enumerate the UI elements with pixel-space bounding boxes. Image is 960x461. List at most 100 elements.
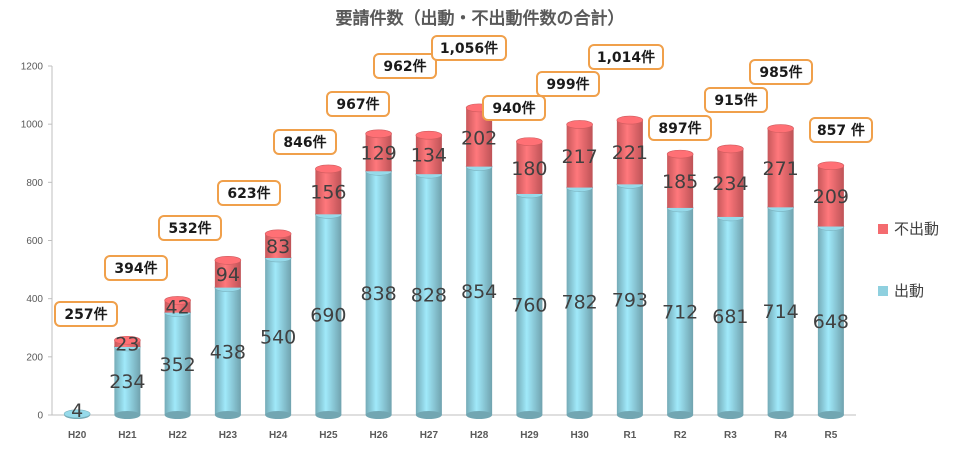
callout-label: 257件	[64, 306, 107, 323]
x-tick-label: R3	[724, 430, 737, 441]
bar-base	[415, 411, 442, 419]
segment-label-no-dispatch: 217	[561, 146, 597, 168]
bar-base	[817, 411, 844, 419]
total-callout: 257件	[54, 301, 118, 327]
x-tick-label: R1	[623, 430, 636, 441]
callout-label: 846件	[283, 134, 326, 151]
bar-segment-no-dispatch	[114, 335, 141, 347]
segment-label-no-dispatch: 129	[360, 143, 396, 165]
bar-body	[767, 207, 794, 415]
bar-segment-no-dispatch	[315, 164, 342, 215]
segment-label-dispatch: 648	[813, 311, 849, 333]
bar-base	[717, 411, 744, 419]
bar-segment-no-dispatch	[616, 115, 644, 185]
segment-label-dispatch: 854	[461, 281, 497, 303]
segment-label-dispatch: 782	[561, 291, 597, 313]
bar-top	[365, 129, 392, 139]
callout-label: 394件	[114, 260, 157, 277]
bar-base	[114, 411, 141, 419]
bar-segment-dispatch	[63, 409, 91, 419]
total-callout: 999件	[536, 71, 600, 97]
callout-box	[431, 35, 507, 61]
bar-base	[315, 411, 342, 419]
x-tick-label: H21	[118, 430, 137, 441]
bar-body	[516, 141, 543, 194]
segment-label-no-dispatch: 156	[310, 182, 346, 204]
x-tick-label: R2	[674, 430, 687, 441]
bar-body	[214, 260, 241, 288]
bar-top	[566, 120, 593, 129]
total-callout: 623件	[217, 180, 281, 206]
bar-body	[265, 257, 292, 415]
total-callout: 1,014件	[588, 44, 664, 70]
x-tick-label: H26	[369, 430, 388, 441]
callout-box	[809, 117, 873, 143]
bar-segment-dispatch	[717, 212, 744, 419]
x-tick-label: H23	[219, 430, 238, 441]
callout-label: 897件	[658, 120, 701, 137]
bar-body	[616, 184, 643, 415]
bar-segment-no-dispatch	[717, 144, 744, 217]
bar-base	[365, 411, 392, 419]
x-tick-label: H29	[520, 430, 539, 441]
segment-label-dispatch: 4	[71, 400, 83, 422]
chart-title: 要請件数（出動・不出動件数の合計）	[336, 8, 625, 29]
bar-top	[415, 130, 443, 140]
bar-body	[566, 187, 593, 415]
bar-top	[666, 149, 694, 159]
total-callout: 985件	[749, 59, 813, 85]
bar-base	[466, 411, 493, 419]
x-tick-label: R5	[824, 430, 837, 441]
bar-body	[566, 124, 593, 188]
segment-label-no-dispatch: 209	[813, 186, 849, 208]
y-tick-label: 400	[26, 294, 43, 305]
callout-label: 999件	[546, 76, 589, 93]
total-callout: 857 件	[809, 117, 873, 143]
segment-label-no-dispatch: 202	[461, 127, 497, 149]
legend-label: 出動	[894, 282, 924, 300]
total-callouts: 257件 394件 532件 623件 846件 967件 962件 1,056件 940件 99…	[54, 35, 873, 327]
segment-label-dispatch: 690	[310, 305, 346, 327]
callout-box	[373, 53, 437, 79]
bar-segment-dispatch	[315, 210, 342, 419]
segment-label-dispatch: 714	[762, 301, 798, 323]
bar-base	[667, 411, 694, 419]
callout-label: 985件	[759, 64, 802, 81]
callout-label: 967件	[336, 96, 379, 113]
bar-segment-no-dispatch	[264, 229, 292, 258]
bar-body	[415, 174, 442, 415]
x-tick-label: H25	[319, 430, 338, 441]
segment-label-dispatch: 352	[159, 354, 195, 376]
bar-body	[315, 214, 342, 415]
callout-box	[704, 87, 768, 113]
bar-top	[214, 255, 242, 265]
x-tick-label: H28	[470, 430, 489, 441]
total-callout: 915件	[704, 87, 768, 113]
bar-body	[717, 216, 744, 415]
bar-body	[516, 193, 543, 415]
callout-label: 857 件	[817, 122, 865, 139]
y-tick-label: 600	[26, 236, 43, 247]
segment-label-no-dispatch: 271	[762, 158, 798, 180]
legend-label: 不出動	[894, 220, 939, 238]
x-tick-label: H20	[68, 430, 87, 441]
bar-top	[616, 115, 644, 125]
callout-label: 940件	[492, 100, 535, 117]
bar-segment-no-dispatch	[516, 137, 543, 194]
callout-label: 532件	[168, 220, 211, 237]
bar-top	[114, 335, 141, 345]
callout-box	[54, 301, 118, 327]
callout-box	[326, 91, 390, 117]
bar-body	[466, 166, 493, 415]
y-tick-label: 800	[26, 178, 43, 189]
callout-label: 623件	[227, 185, 270, 202]
bar-base	[164, 411, 191, 419]
segment-label-dispatch: 760	[511, 294, 547, 316]
segment-label-no-dispatch: 180	[511, 158, 547, 180]
bar-segment-dispatch	[365, 166, 392, 419]
bar-base	[767, 411, 794, 419]
bar-segment-no-dispatch	[415, 130, 443, 175]
bar-segment-no-dispatch	[164, 296, 191, 313]
bar-base	[214, 411, 241, 419]
